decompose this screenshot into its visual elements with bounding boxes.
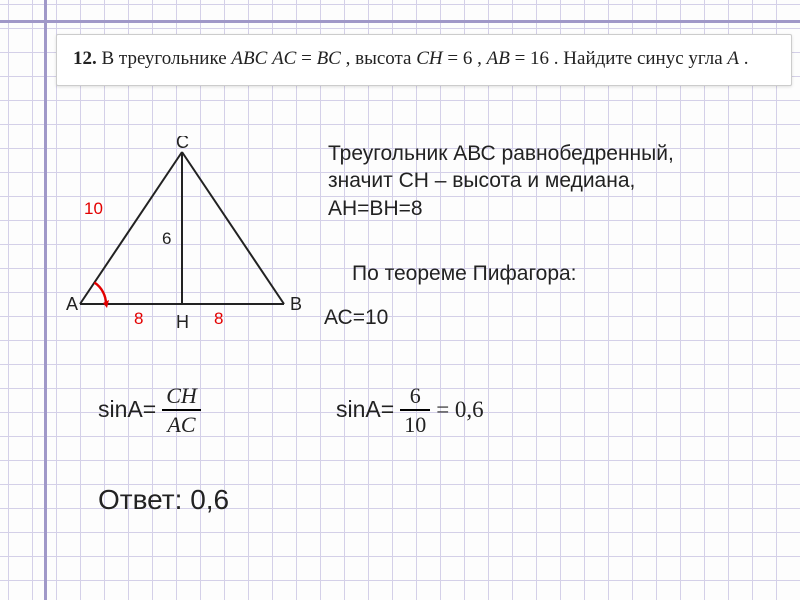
formula-sin-definition: sinA= CH AC — [98, 384, 201, 436]
explain-line-1b: значит СН – высота и медиана, — [328, 167, 778, 194]
label-h: H — [176, 312, 189, 332]
frac2-top: 6 — [406, 384, 425, 409]
label-ch-6: 6 — [162, 229, 171, 248]
label-a: A — [66, 294, 78, 314]
problem-angle: A — [727, 48, 739, 69]
formula2-eq: = 0,6 — [436, 397, 483, 423]
label-b: B — [290, 294, 302, 314]
problem-ac: AC — [272, 48, 296, 69]
label-c: C — [176, 136, 189, 152]
label-hb-8: 8 — [214, 309, 223, 328]
problem-ch: CH — [416, 48, 442, 69]
answer-line: Ответ: 0,6 — [98, 484, 229, 516]
answer-value: 0,6 — [190, 484, 229, 515]
problem-period: . — [744, 48, 749, 69]
formula-sin-value: sinA= 6 10 = 0,6 — [336, 384, 484, 436]
frac-bot: AC — [163, 411, 199, 436]
problem-statement: 12. В треугольнике ABC AC = BC , высота … — [56, 34, 792, 86]
margin-line-left — [44, 0, 47, 600]
label-ah-8: 8 — [134, 309, 143, 328]
fraction-6-10: 6 10 — [400, 384, 430, 436]
solution-content: A B C H 10 6 8 8 Треугольник АВС равнобе… — [56, 106, 790, 590]
frac-top: CH — [162, 384, 201, 409]
margin-line-top — [0, 20, 800, 23]
problem-ch-val: 6 — [463, 48, 473, 69]
problem-ab-val: 16 — [530, 48, 549, 69]
explanation-pythagoras: По теореме Пифагора: — [352, 262, 577, 286]
answer-label: Ответ: — [98, 484, 190, 515]
problem-text-mid2: , — [477, 48, 487, 69]
explain-line-1c: АН=ВН=8 — [328, 195, 778, 222]
problem-abc: ABC — [231, 48, 267, 69]
fraction-ch-ac: CH AC — [162, 384, 201, 436]
problem-text-mid1: , высота — [346, 48, 417, 69]
explain-line-1a: Треугольник АВС равнобедренный, — [328, 140, 778, 167]
problem-text-suffix: . Найдите синус угла — [554, 48, 728, 69]
frac2-bot: 10 — [400, 411, 430, 436]
problem-number: 12. — [73, 48, 97, 69]
side-ac — [80, 152, 182, 304]
explanation-ac: АС=10 — [324, 306, 388, 330]
explanation-isoceles: Треугольник АВС равнобедренный, значит С… — [328, 140, 778, 222]
problem-ab: AB — [487, 48, 510, 69]
side-bc — [182, 152, 284, 304]
label-ac-10: 10 — [84, 199, 103, 218]
problem-text-prefix: В треугольнике — [102, 48, 232, 69]
formula2-lhs: sinA= — [336, 396, 394, 423]
problem-bc: BC — [317, 48, 341, 69]
triangle-diagram: A B C H 10 6 8 8 — [62, 136, 302, 346]
angle-arc-icon — [94, 283, 106, 305]
formula-lhs: sinA= — [98, 396, 156, 423]
